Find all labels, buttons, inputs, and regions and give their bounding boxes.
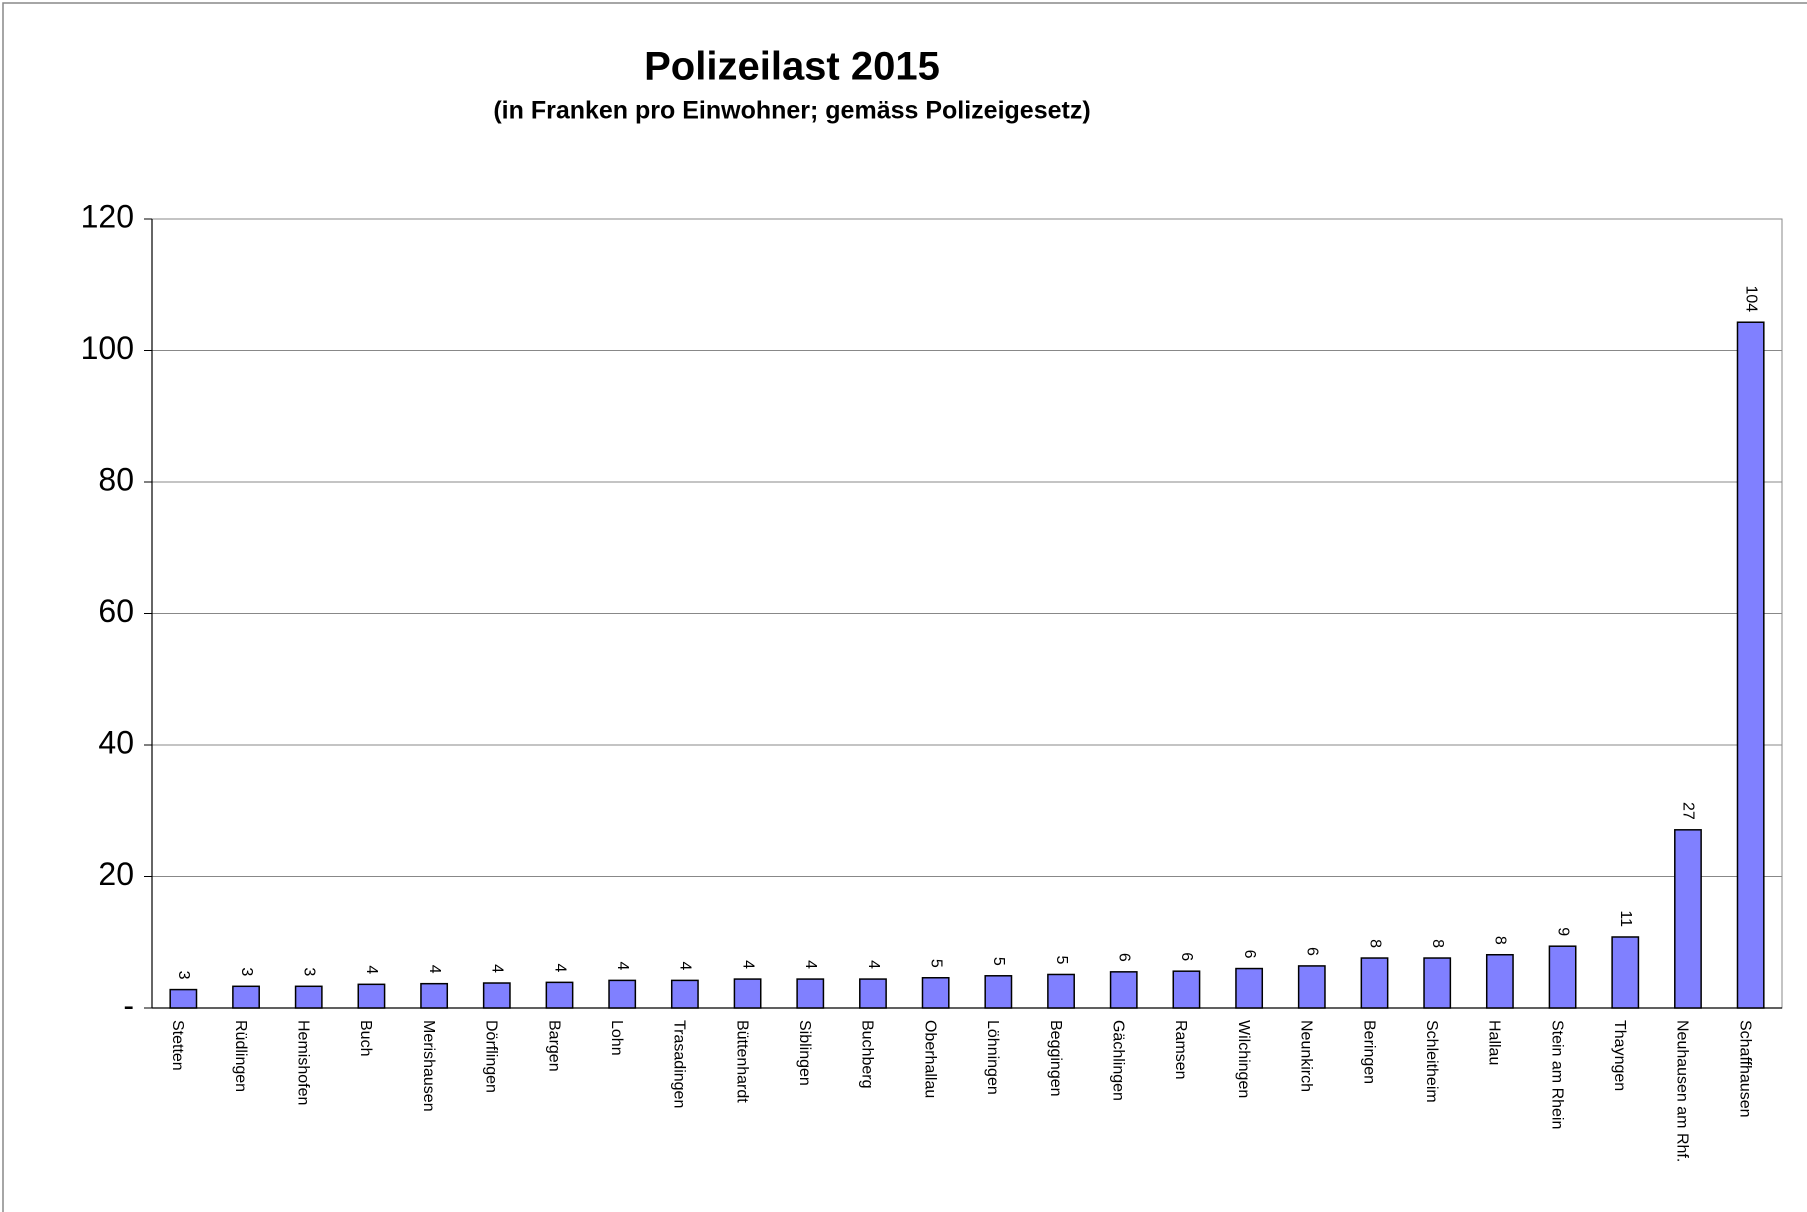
bar [294,985,323,1009]
y-tick-label: 40 [98,724,134,760]
bar [984,975,1013,1009]
x-tick-label: Schaffhausen [1736,1020,1753,1118]
value-label: 27 [1680,802,1697,820]
value-label: 11 [1617,910,1634,927]
value-label: 3 [300,967,317,976]
bar [1172,970,1201,1009]
x-tick-label: Neunkirch [1298,1020,1315,1092]
y-tick-label: 120 [81,198,134,234]
bar [420,982,449,1009]
bar [1235,967,1264,1009]
x-tick-label: Oberhallau [921,1020,938,1098]
x-tick-label: Siblingen [796,1020,813,1086]
x-tick-label: Buch [357,1020,374,1056]
value-label: 6 [1304,947,1321,956]
x-tick-label: Stetten [169,1020,186,1071]
bar [232,985,260,1009]
bar [1674,829,1702,1009]
x-tick-label: Trasadingen [671,1020,688,1108]
x-tick-label: Büttenhardt [733,1020,750,1103]
bar [1297,965,1326,1009]
x-tick-label: Löhningen [984,1020,1001,1095]
value-label: 8 [1492,936,1509,945]
value-label: 4 [551,963,568,972]
x-tick-label: Neuhausen am Rhf. [1674,1020,1691,1162]
chart-title: Polizeilast 2015 [644,45,940,89]
chart-subtitle: (in Franken pro Einwohner; gemäss Polize… [493,97,1090,125]
value-label: 5 [990,957,1007,966]
bar [1360,957,1389,1009]
value-label: 4 [677,961,694,970]
y-tick-label: 100 [81,330,134,366]
bar [733,978,762,1009]
value-label: 3 [175,971,192,980]
x-tick-label: Dörflingen [483,1020,500,1093]
value-label: 9 [1554,927,1571,936]
x-tick-label: Wilchingen [1235,1020,1252,1098]
value-label: 3 [238,967,255,976]
x-tick-label: Gächlingen [1109,1020,1126,1101]
x-tick-label: Stein am Rhein [1548,1020,1565,1129]
bar [796,978,825,1009]
bar [1423,957,1452,1009]
x-tick-label: Lohn [608,1020,625,1056]
value-label: 4 [363,965,380,974]
bar [1736,321,1765,1009]
value-label: 4 [426,965,443,974]
bar [545,981,574,1009]
value-label: 4 [739,960,756,969]
bar [169,988,198,1009]
bar [1047,973,1075,1009]
value-label: 4 [865,960,882,969]
x-tick-label: Beggingen [1047,1020,1064,1097]
value-label: 5 [927,959,944,968]
x-tick-label: Schleitheim [1423,1020,1440,1103]
x-tick-label: Bargen [545,1020,562,1072]
value-label: 8 [1429,939,1446,948]
bar [1109,971,1138,1009]
x-tick-label: Hemishofen [294,1020,311,1105]
x-tick-label: Rüdlingen [232,1020,249,1092]
bar [1485,953,1514,1009]
y-tick-label: 20 [98,856,134,892]
y-tick-label: 80 [98,461,134,497]
value-label: 8 [1366,939,1383,948]
bar [357,983,386,1009]
bar [1548,945,1577,1009]
x-tick-label: Thayngen [1611,1020,1628,1091]
value-label: 6 [1241,950,1258,959]
x-tick-label: Beringen [1360,1020,1377,1084]
x-tick-label: Hallau [1486,1020,1503,1065]
bar [921,977,950,1009]
bar [670,979,699,1009]
x-tick-label: Buchberg [859,1020,876,1089]
x-tick-label: Ramsen [1172,1020,1189,1080]
y-tick-label: - [123,987,134,1023]
value-label: 4 [614,961,631,970]
value-label: 5 [1053,956,1070,965]
value-label: 6 [1115,953,1132,962]
bar [859,978,887,1009]
bar [482,982,511,1009]
value-label: 104 [1742,286,1759,313]
y-tick-label: 60 [98,593,134,629]
bar [608,979,637,1009]
bar [1611,936,1640,1009]
value-label: 4 [802,960,819,969]
value-label: 6 [1178,952,1195,961]
value-label: 4 [489,964,506,973]
x-tick-label: Merishausen [420,1020,437,1112]
